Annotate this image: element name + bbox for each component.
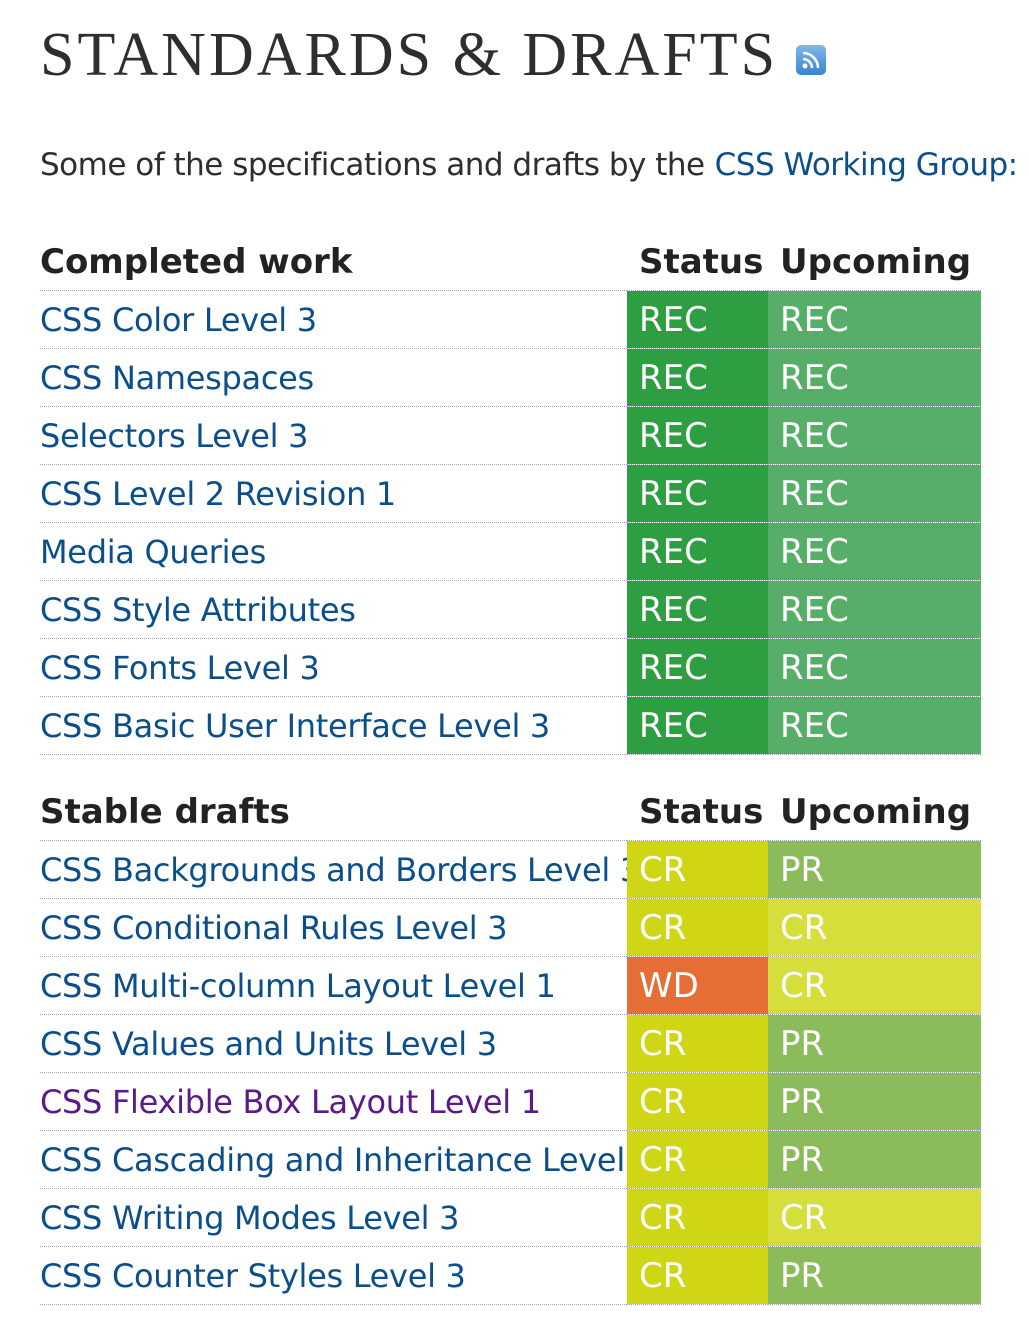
upcoming-badge: PR <box>768 1014 981 1073</box>
table-row: CSS Basic User Interface Level 3 REC REC <box>40 696 981 755</box>
table-row: CSS Level 2 Revision 1 REC REC <box>40 464 981 523</box>
table-row: CSS Counter Styles Level 3 CR PR <box>40 1246 981 1305</box>
spec-name-cell: Media Queries <box>40 522 627 581</box>
spec-name-cell: CSS Counter Styles Level 3 <box>40 1246 627 1305</box>
spec-name-cell: CSS Namespaces <box>40 348 627 407</box>
page-title: STANDARDS & DRAFTS <box>40 20 779 89</box>
spec-link[interactable]: CSS Basic User Interface Level 3 <box>40 706 550 745</box>
completed-work-heading: Completed work <box>40 234 627 291</box>
upcoming-badge: REC <box>768 696 981 755</box>
status-badge: WD <box>627 956 768 1015</box>
spec-link[interactable]: Selectors Level 3 <box>40 416 309 455</box>
table-row: CSS Flexible Box Layout Level 1 CR PR <box>40 1072 981 1131</box>
table-row: CSS Cascading and Inheritance Level 3 CR P… <box>40 1130 981 1189</box>
intro-sentence: Some of the specifications and drafts by… <box>40 147 705 183</box>
stable-drafts-heading: Stable drafts <box>40 784 627 841</box>
status-badge: REC <box>627 464 768 523</box>
status-badge: CR <box>627 898 768 957</box>
upcoming-badge: PR <box>768 840 981 899</box>
status-badge: CR <box>627 840 768 899</box>
status-badge: CR <box>627 1014 768 1073</box>
completed-work-table: Completed work Status Upcoming CSS Color… <box>40 234 981 755</box>
spec-name-cell: CSS Basic User Interface Level 3 <box>40 696 627 755</box>
status-column-header: Status <box>627 784 768 841</box>
spec-name-cell: CSS Style Attributes <box>40 580 627 639</box>
status-badge: CR <box>627 1130 768 1189</box>
spec-link[interactable]: CSS Values and Units Level 3 <box>40 1024 497 1063</box>
status-badge: REC <box>627 348 768 407</box>
status-badge: REC <box>627 696 768 755</box>
status-badge: REC <box>627 290 768 349</box>
upcoming-badge: CR <box>768 898 981 957</box>
table-row: CSS Color Level 3 REC REC <box>40 290 981 349</box>
table-row: Selectors Level 3 REC REC <box>40 406 981 465</box>
spec-link[interactable]: Media Queries <box>40 532 266 571</box>
intro-text: Some of the specifications and drafts by… <box>40 140 1018 190</box>
upcoming-badge: REC <box>768 638 981 697</box>
spec-link[interactable]: CSS Flexible Box Layout Level 1 <box>40 1082 541 1121</box>
table-row: CSS Writing Modes Level 3 CR CR <box>40 1188 981 1247</box>
spec-name-cell: CSS Values and Units Level 3 <box>40 1014 627 1073</box>
spec-name-cell: CSS Level 2 Revision 1 <box>40 464 627 523</box>
spec-name-cell: CSS Flexible Box Layout Level 1 <box>40 1072 627 1131</box>
upcoming-badge: PR <box>768 1072 981 1131</box>
spec-link[interactable]: CSS Multi-column Layout Level 1 <box>40 966 556 1005</box>
table-header-row: Stable drafts Status Upcoming <box>40 784 981 841</box>
upcoming-badge: REC <box>768 522 981 581</box>
spec-link[interactable]: CSS Backgrounds and Borders Level 3 <box>40 850 627 889</box>
upcoming-badge: CR <box>768 956 981 1015</box>
spec-link[interactable]: CSS Counter Styles Level 3 <box>40 1256 466 1295</box>
status-column-header: Status <box>627 234 768 291</box>
status-badge: CR <box>627 1246 768 1305</box>
spec-name-cell: CSS Conditional Rules Level 3 <box>40 898 627 957</box>
spec-link[interactable]: CSS Fonts Level 3 <box>40 648 320 687</box>
upcoming-column-header: Upcoming <box>768 234 981 291</box>
spec-name-cell: Selectors Level 3 <box>40 406 627 465</box>
stable-drafts-table: Stable drafts Status Upcoming CSS Backgr… <box>40 784 981 1305</box>
table-row: Media Queries REC REC <box>40 522 981 581</box>
spec-link[interactable]: CSS Style Attributes <box>40 590 356 629</box>
status-badge: REC <box>627 638 768 697</box>
spec-name-cell: CSS Fonts Level 3 <box>40 638 627 697</box>
status-badge: REC <box>627 406 768 465</box>
rss-feed-icon[interactable] <box>796 45 827 75</box>
spec-name-cell: CSS Cascading and Inheritance Level 3 <box>40 1130 627 1189</box>
upcoming-badge: CR <box>768 1188 981 1247</box>
spec-name-cell: CSS Backgrounds and Borders Level 3 <box>40 840 627 899</box>
page-heading: STANDARDS & DRAFTS <box>40 20 827 90</box>
upcoming-badge: REC <box>768 406 981 465</box>
upcoming-badge: REC <box>768 464 981 523</box>
table-row: CSS Values and Units Level 3 CR PR <box>40 1014 981 1073</box>
table-row: CSS Fonts Level 3 REC REC <box>40 638 981 697</box>
status-badge: REC <box>627 522 768 581</box>
spec-link[interactable]: CSS Color Level 3 <box>40 300 317 339</box>
table-row: CSS Namespaces REC REC <box>40 348 981 407</box>
status-badge: CR <box>627 1188 768 1247</box>
spec-name-cell: CSS Color Level 3 <box>40 290 627 349</box>
status-badge: CR <box>627 1072 768 1131</box>
upcoming-badge: PR <box>768 1246 981 1305</box>
upcoming-column-header: Upcoming <box>768 784 981 841</box>
upcoming-badge: REC <box>768 348 981 407</box>
spec-link[interactable]: CSS Level 2 Revision 1 <box>40 474 396 513</box>
spec-link[interactable]: CSS Conditional Rules Level 3 <box>40 908 508 947</box>
upcoming-badge: PR <box>768 1130 981 1189</box>
table-header-row: Completed work Status Upcoming <box>40 234 981 291</box>
table-row: CSS Multi-column Layout Level 1 WD CR <box>40 956 981 1015</box>
spec-name-cell: CSS Writing Modes Level 3 <box>40 1188 627 1247</box>
spec-name-cell: CSS Multi-column Layout Level 1 <box>40 956 627 1015</box>
spec-link[interactable]: CSS Namespaces <box>40 358 314 397</box>
upcoming-badge: REC <box>768 290 981 349</box>
upcoming-badge: REC <box>768 580 981 639</box>
css-working-group-link[interactable]: CSS Working Group: <box>714 147 1018 183</box>
table-row: CSS Backgrounds and Borders Level 3 CR PR <box>40 840 981 899</box>
spec-link[interactable]: CSS Cascading and Inheritance Level 3 <box>40 1140 627 1179</box>
spec-link[interactable]: CSS Writing Modes Level 3 <box>40 1198 460 1237</box>
table-row: CSS Conditional Rules Level 3 CR CR <box>40 898 981 957</box>
table-row: CSS Style Attributes REC REC <box>40 580 981 639</box>
status-badge: REC <box>627 580 768 639</box>
